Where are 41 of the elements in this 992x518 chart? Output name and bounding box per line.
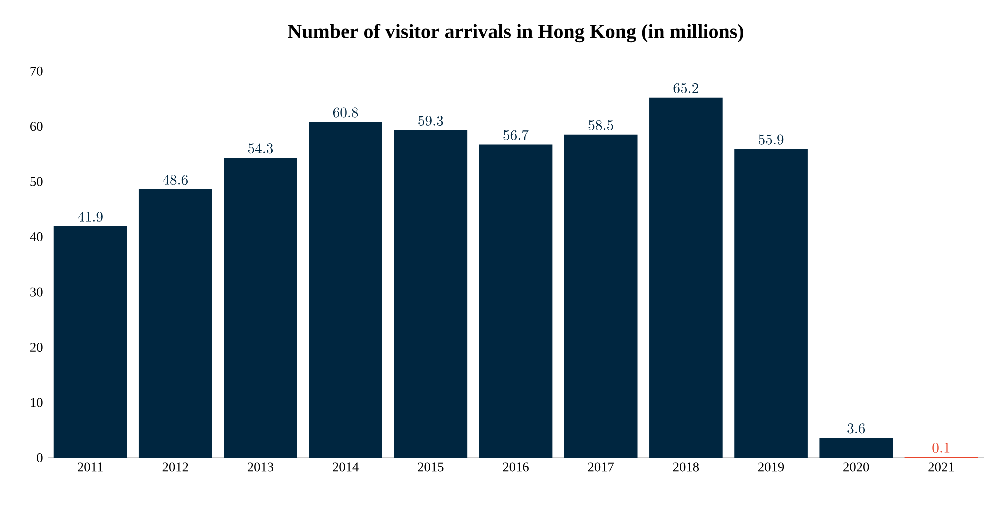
- data-label: 55.9: [759, 134, 784, 145]
- bar: [394, 130, 468, 458]
- x-tick-label: 2018: [673, 462, 700, 472]
- bar: [650, 98, 723, 458]
- x-tick-label: 2020: [844, 462, 870, 472]
- x-tick-label: 2014: [333, 462, 359, 472]
- x-tick-label: 2017: [588, 462, 614, 472]
- x-tick-label: 2016: [503, 462, 529, 472]
- x-tick-label: 2012: [162, 462, 188, 472]
- bar: [820, 438, 894, 458]
- data-label: 41 .9: [78, 212, 103, 222]
- bar: [54, 226, 128, 458]
- x-tick-label: 2019: [758, 462, 784, 472]
- data-label: 56.7: [504, 130, 529, 140]
- y-tick-label: 10: [31, 398, 43, 408]
- chart-title: Number of visitor arrivals in Hong Kong (in millions): [288, 24, 744, 43]
- bar: [734, 149, 808, 458]
- y-tick-label: 0: [37, 454, 43, 462]
- y-tick-label: 20: [30, 343, 43, 352]
- bar: [564, 134, 638, 458]
- x-tick-label: 2015: [418, 462, 444, 472]
- data-label: 0. 1: [932, 443, 950, 454]
- data-label: 48.6: [163, 174, 188, 186]
- bar: [224, 158, 298, 458]
- data-label: 58.5: [588, 120, 614, 130]
- y-tick-label: 50: [30, 177, 43, 186]
- data-label: 60.8: [333, 108, 358, 118]
- data-label: 59.3: [418, 116, 444, 126]
- y-tick-label: 30: [30, 288, 43, 297]
- y-tick-label: 60: [30, 122, 43, 132]
- bar: [309, 122, 382, 458]
- bar: [138, 190, 212, 458]
- y-tick-label: 70: [30, 66, 43, 76]
- bar: [479, 144, 553, 458]
- data-label: 54.3: [248, 143, 274, 154]
- data-label: 65.2: [674, 83, 698, 94]
- x-tick-label: 2013: [248, 462, 274, 472]
- x-tick-label: 2011: [78, 462, 103, 472]
- x-tick-label: 2021: [928, 462, 954, 472]
- data-label: 3.6: [848, 424, 866, 434]
- y-tick-label: 40: [30, 232, 43, 242]
